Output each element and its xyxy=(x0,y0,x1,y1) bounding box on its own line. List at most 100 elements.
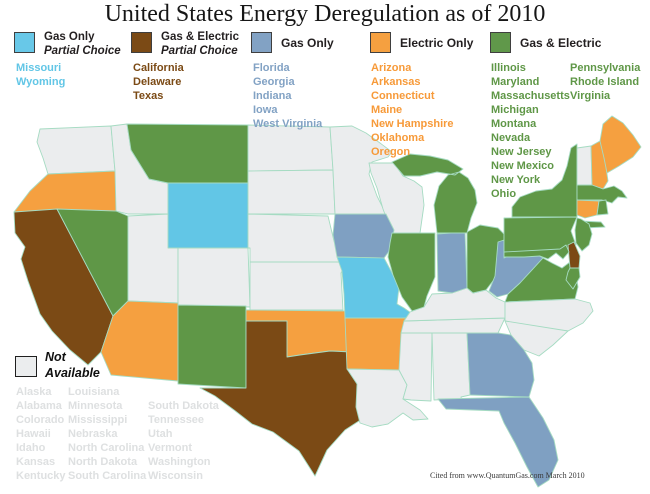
legend-swatch-gas-only-partial xyxy=(14,32,35,53)
state-AL xyxy=(431,332,471,409)
state-list-item: Utah xyxy=(148,428,173,440)
state-list-item: Colorado xyxy=(16,414,65,426)
state-list-item: South Carolina xyxy=(68,470,147,482)
legend-label-line1: Gas & Electric xyxy=(161,31,239,43)
state-FL xyxy=(437,396,559,488)
state-list-item: Missouri xyxy=(16,62,62,74)
state-SD xyxy=(247,169,336,215)
legend-label-line1: Gas Only xyxy=(44,31,95,43)
state-list-item: California xyxy=(133,62,184,74)
state-KS xyxy=(249,261,348,311)
attribution: Cited from www.QuantumGas.com March 2010 xyxy=(430,471,585,480)
state-ND xyxy=(247,124,334,172)
state-DE xyxy=(567,241,581,269)
state-OR xyxy=(13,170,119,213)
state-list-item: Maryland xyxy=(491,76,540,88)
state-MO xyxy=(336,256,412,319)
not-available-line2: Available xyxy=(45,365,100,380)
state-list-item: Montana xyxy=(491,118,537,130)
state-VA xyxy=(504,257,579,303)
legend-label-line2: Partial Choice xyxy=(44,44,121,57)
page-title: United States Energy Deregulation as of … xyxy=(104,1,546,27)
state-list-item: Wisconsin xyxy=(148,470,203,482)
state-list-not-available-col1: Alaska Alabama Colorado Hawaii Idaho Kansas Ke… xyxy=(16,385,66,483)
state-list-item: Iowa xyxy=(253,104,278,116)
state-list-item: Wyoming xyxy=(16,76,66,88)
state-list-item: Arizona xyxy=(371,62,412,74)
state-list-item: Kentucky xyxy=(16,470,66,482)
state-NE xyxy=(247,213,348,263)
state-MI xyxy=(391,153,478,234)
state-list-item: Nevada xyxy=(491,132,531,144)
state-list-gas-electric-partial: California Delaware Texas xyxy=(133,61,184,103)
state-list-item: Nebraska xyxy=(68,428,118,440)
state-list-gas-electric-col1: Illinois Maryland Massachusetts Michigan Mon… xyxy=(491,61,570,201)
state-list-item: Vermont xyxy=(148,442,193,454)
state-WY xyxy=(167,182,249,249)
state-GA xyxy=(466,332,535,398)
legend-label-electric-only: Electric Only xyxy=(400,36,474,50)
state-MA xyxy=(576,184,628,204)
state-IA xyxy=(332,213,395,259)
state-list-item: Alabama xyxy=(16,400,62,412)
legend-label-gas-only-partial: Gas Only Partial Choice xyxy=(44,31,121,58)
state-list-item: Oklahoma xyxy=(371,132,425,144)
state-list-item: Mississippi xyxy=(68,414,128,426)
state-WI xyxy=(368,162,425,234)
legend-label-not-available: Not Available xyxy=(45,350,100,381)
state-RI xyxy=(596,199,609,216)
state-TX xyxy=(199,320,363,477)
state-IN xyxy=(436,231,468,294)
not-available-line1: Not xyxy=(45,350,66,364)
legend-label-gas-only: Gas Only xyxy=(281,36,334,50)
state-IL xyxy=(387,232,436,312)
state-list-item: North Dakota xyxy=(68,456,138,468)
state-list-gas-only-partial: Missouri Wyoming xyxy=(16,61,65,89)
state-list-gas-only: Florida Georgia Indiana Iowa West Virginia xyxy=(253,61,322,131)
state-list-item: Illinois xyxy=(491,62,526,74)
state-CO xyxy=(177,247,251,308)
state-list-item: New Mexico xyxy=(491,160,554,172)
state-list-item: New York xyxy=(491,174,541,186)
legend-label-line2: Partial Choice xyxy=(161,44,238,57)
state-list-item: Ohio xyxy=(491,188,517,200)
state-list-item: West Virginia xyxy=(253,118,323,130)
state-list-item: Hawaii xyxy=(16,428,51,440)
state-list-gas-electric-col2: Pennsylvania Rhode Island Virginia xyxy=(570,61,640,103)
state-list-item: Connecticut xyxy=(371,90,435,102)
legend-label-gas-electric-partial: Gas & Electric Partial Choice xyxy=(161,31,239,58)
legend-swatch-electric-only xyxy=(370,32,391,53)
state-NM xyxy=(177,304,247,389)
state-list-item: Virginia xyxy=(570,90,611,102)
state-NJ xyxy=(574,217,593,252)
state-list-item: Michigan xyxy=(491,104,539,116)
state-list-item: Texas xyxy=(133,90,164,102)
state-list-item: Pennsylvania xyxy=(570,62,641,74)
state-list-not-available-col2: Louisiana Minnesota Mississippi Nebraska Nor… xyxy=(68,385,146,483)
state-MD xyxy=(503,244,581,290)
state-list-item: Rhode Island xyxy=(570,76,640,88)
state-list-item: Louisiana xyxy=(68,386,120,398)
state-list-item: Georgia xyxy=(253,76,295,88)
state-list-item: New Hampshire xyxy=(371,118,454,130)
state-list-item: Massachusetts xyxy=(491,90,570,102)
state-CT xyxy=(576,199,600,219)
state-list-item: Arkansas xyxy=(371,76,421,88)
state-list-electric-only: Arizona Arkansas Connecticut Maine New Hamps… xyxy=(371,61,454,159)
state-list-item: Oregon xyxy=(371,146,411,158)
state-list-item: Idaho xyxy=(16,442,46,454)
state-VT xyxy=(576,145,593,186)
state-ME xyxy=(599,115,642,174)
state-WA xyxy=(36,125,116,175)
state-list-item: Maine xyxy=(371,104,403,116)
state-list-not-available-col3: South Dakota Tennessee Utah Vermont Washingt… xyxy=(148,399,219,483)
legend-swatch-gas-electric xyxy=(490,32,511,53)
legend-label-gas-electric: Gas & Electric xyxy=(520,36,602,50)
state-list-item: Indiana xyxy=(253,90,292,102)
state-list-item: Washington xyxy=(148,456,211,468)
state-MS xyxy=(398,332,433,402)
state-list-item: South Dakota xyxy=(148,400,219,412)
legend-swatch-not-available xyxy=(15,356,37,377)
state-list-item: Delaware xyxy=(133,76,182,88)
